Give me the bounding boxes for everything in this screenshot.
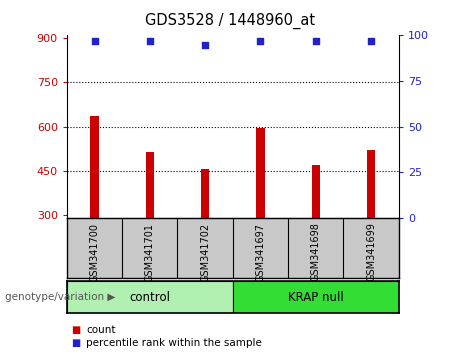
Text: GSM341700: GSM341700 xyxy=(89,223,100,281)
Bar xyxy=(233,281,399,313)
Bar xyxy=(256,128,265,218)
Bar xyxy=(312,165,320,218)
Point xyxy=(312,38,319,44)
Text: control: control xyxy=(130,291,170,304)
Text: percentile rank within the sample: percentile rank within the sample xyxy=(86,338,262,348)
Bar xyxy=(90,116,99,218)
Bar xyxy=(201,169,209,218)
Text: ■: ■ xyxy=(71,338,81,348)
Text: GSM341697: GSM341697 xyxy=(255,223,266,281)
Text: GSM341698: GSM341698 xyxy=(311,223,321,281)
Point xyxy=(367,38,375,44)
Point xyxy=(257,38,264,44)
Text: GSM341701: GSM341701 xyxy=(145,223,155,281)
Text: GSM341699: GSM341699 xyxy=(366,223,376,281)
Point xyxy=(91,38,98,44)
Text: ■: ■ xyxy=(71,325,81,335)
Text: genotype/variation ▶: genotype/variation ▶ xyxy=(5,292,115,302)
Point xyxy=(146,38,154,44)
Bar xyxy=(146,152,154,218)
Bar xyxy=(67,281,233,313)
Text: GDS3528 / 1448960_at: GDS3528 / 1448960_at xyxy=(145,12,316,29)
Text: KRAP null: KRAP null xyxy=(288,291,343,304)
Text: GSM341702: GSM341702 xyxy=(200,223,210,282)
Text: count: count xyxy=(86,325,116,335)
Point xyxy=(201,42,209,47)
Bar xyxy=(367,150,375,218)
